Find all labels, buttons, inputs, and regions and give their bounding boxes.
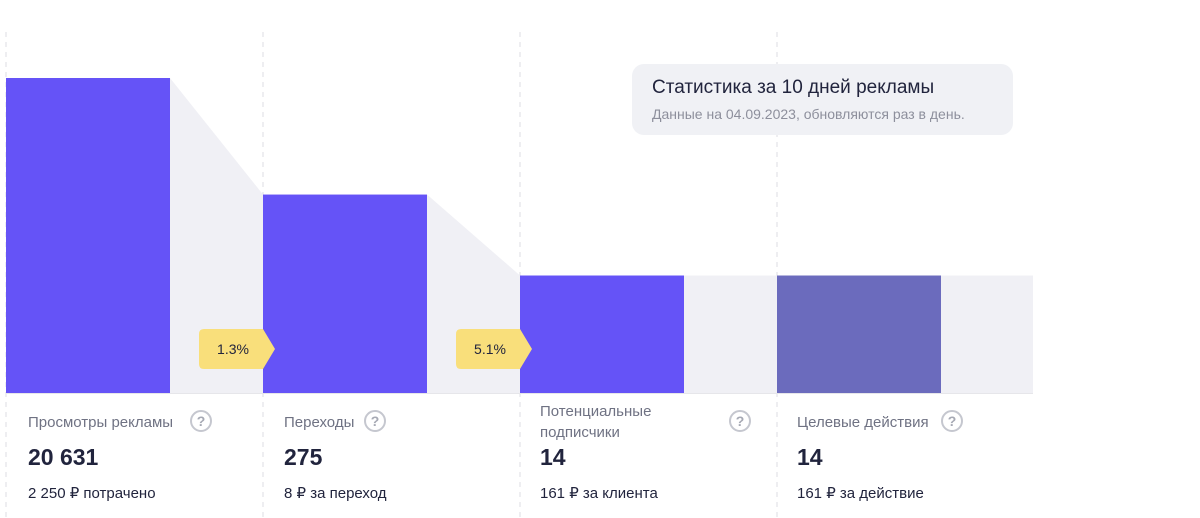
conversion-badge-0 [199, 329, 275, 369]
column-subtext: 161 ₽ за клиента [540, 485, 658, 502]
funnel-connector-3 [941, 275, 1033, 393]
funnel-bar-3 [777, 275, 941, 393]
column-value: 275 [284, 444, 323, 470]
stats-tooltip-subtitle: Данные на 04.09.2023, обновляются раз в … [652, 106, 965, 122]
funnel-bar-2 [520, 275, 684, 393]
help-icon[interactable]: ? [729, 410, 751, 432]
funnel-connector-2 [684, 275, 777, 393]
funnel-connector-0 [170, 78, 263, 393]
stats-tooltip: Статистика за 10 дней рекламы Данные на … [632, 64, 1013, 135]
column-label: Целевые действия [797, 414, 929, 431]
conversion-label-1: 5.1% [474, 341, 506, 357]
column-label: Просмотры рекламы [28, 414, 174, 431]
column-subtext: 8 ₽ за переход [284, 485, 387, 502]
help-icon[interactable]: ? [941, 410, 963, 432]
column-subtext: 161 ₽ за действие [797, 485, 924, 502]
help-icon[interactable]: ? [364, 410, 386, 432]
column-value: 14 [540, 444, 566, 470]
conversion-label-0: 1.3% [217, 341, 249, 357]
help-icon[interactable]: ? [190, 410, 212, 432]
column-value: 14 [797, 444, 823, 470]
column-value: 20 631 [28, 444, 99, 470]
conversion-badge-1 [456, 329, 532, 369]
column-label: Потенциальные подписчики [540, 403, 652, 441]
stats-tooltip-title: Статистика за 10 дней рекламы [652, 77, 935, 98]
funnel-bar-0 [6, 78, 170, 393]
funnel-bar-1 [263, 194, 427, 393]
column-label: Переходы [284, 414, 355, 431]
column-subtext: 2 250 ₽ потрачено [28, 485, 156, 502]
